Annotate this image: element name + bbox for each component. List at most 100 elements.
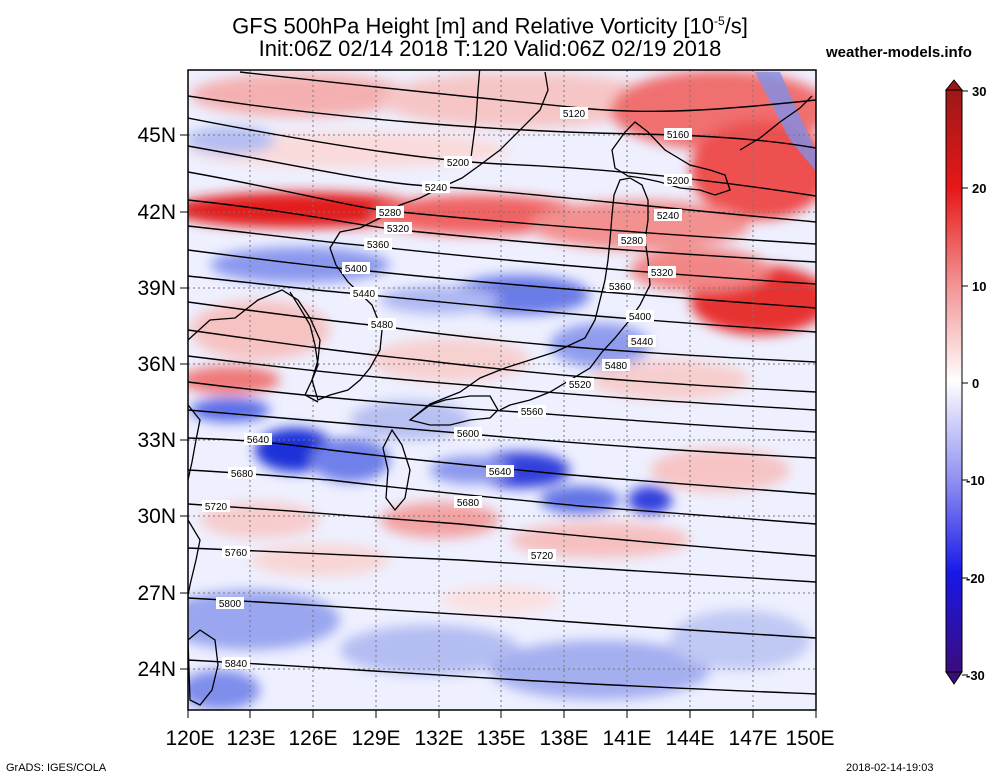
contour-label: 5680	[454, 496, 482, 509]
coastlines	[188, 70, 813, 706]
svg-text:5360: 5360	[609, 282, 632, 293]
svg-text:5400: 5400	[345, 264, 368, 275]
contour-label: 5400	[626, 310, 654, 323]
svg-text:5840: 5840	[225, 659, 248, 670]
svg-text:5200: 5200	[447, 158, 470, 169]
svg-text:120E: 120E	[165, 727, 214, 750]
chart-subtitle: Init:06Z 02/14 2018 T:120 Valid:06Z 02/1…	[258, 36, 722, 61]
svg-text:45N: 45N	[137, 124, 176, 147]
chart-title: GFS 500hPa Height [m] and Relative Vorti…	[232, 13, 748, 39]
contour-label: 5480	[368, 318, 396, 331]
colorbar-label: 10	[972, 279, 986, 294]
colorbar-label: -20	[966, 571, 985, 586]
svg-text:42N: 42N	[137, 201, 176, 224]
latitude-axis: 45N 42N 39N 36N 33N 30N 27N 24N	[137, 124, 188, 681]
contour-label: 5560	[518, 405, 546, 418]
lat-tick: 24N	[137, 658, 188, 681]
colorbar-top-arrow	[944, 79, 964, 91]
lat-tick: 39N	[137, 277, 188, 300]
contour-label: 5480	[602, 359, 630, 372]
lat-tick: 45N	[137, 124, 188, 147]
plot-area: 5120 5160 5200 5200 5240 5240 5280 5280 …	[188, 70, 816, 710]
svg-text:5360: 5360	[367, 240, 390, 251]
contour-label: 5120	[560, 107, 588, 120]
svg-text:24N: 24N	[137, 658, 176, 681]
lat-tick: 33N	[137, 429, 188, 452]
site-name: weather-models.info	[826, 44, 972, 61]
lat-tick: 27N	[137, 582, 188, 605]
vorticity-field	[188, 70, 816, 710]
lon-tick: 150E	[785, 710, 835, 750]
svg-text:5560: 5560	[521, 407, 544, 418]
svg-text:5720: 5720	[531, 551, 554, 562]
contour-label: 5640	[486, 465, 514, 478]
lon-tick: 138E	[539, 710, 589, 750]
svg-text:5320: 5320	[387, 224, 410, 235]
software-credit: GrADS: IGES/COLA	[6, 762, 107, 774]
svg-text:5240: 5240	[425, 183, 448, 194]
svg-text:5720: 5720	[205, 502, 228, 513]
longitude-axis: 120E 123E 126E 129E 132E 135E 138E 141E …	[165, 710, 835, 750]
lon-tick: 147E	[728, 710, 778, 750]
colorbar-gradient	[945, 89, 963, 673]
colorbar-label: -10	[966, 473, 985, 488]
contour-label: 5720	[528, 549, 556, 562]
svg-text:141E: 141E	[602, 727, 651, 750]
contour-label: 5640	[244, 433, 272, 446]
contour-label: 5240	[654, 209, 682, 222]
contour-label: 5520	[566, 378, 594, 391]
svg-text:123E: 123E	[226, 727, 275, 750]
lon-tick: 132E	[414, 710, 464, 750]
lat-tick: 42N	[137, 201, 188, 224]
lon-tick: 123E	[226, 710, 276, 750]
svg-text:150E: 150E	[785, 727, 834, 750]
svg-text:39N: 39N	[137, 277, 176, 300]
svg-text:30N: 30N	[137, 505, 176, 528]
contour-label: 5440	[350, 287, 378, 300]
lon-tick: 120E	[165, 710, 215, 750]
svg-text:5800: 5800	[219, 599, 242, 610]
lon-tick: 144E	[665, 710, 715, 750]
colorbar-label: 0	[972, 376, 979, 391]
svg-text:33N: 33N	[137, 429, 176, 452]
contour-label: 5360	[606, 280, 634, 293]
contour-label: 5280	[618, 234, 646, 247]
colorbar: 30 20 10 0 -10 -20 -30	[944, 79, 986, 685]
svg-text:5160: 5160	[667, 130, 690, 141]
contour-label: 5440	[628, 335, 656, 348]
colorbar-label: 20	[972, 181, 986, 196]
lon-tick: 126E	[288, 710, 338, 750]
svg-text:27N: 27N	[137, 582, 176, 605]
svg-text:5640: 5640	[247, 435, 270, 446]
contour-label: 5360	[364, 238, 392, 251]
svg-text:5440: 5440	[353, 289, 376, 300]
colorbar-bottom-arrow	[945, 671, 963, 685]
contour-label: 5720	[202, 500, 230, 513]
lon-tick: 129E	[351, 710, 401, 750]
generation-timestamp: 2018-02-14-19:03	[846, 762, 934, 774]
svg-text:126E: 126E	[288, 727, 337, 750]
contour-label: 5600	[454, 427, 482, 440]
svg-text:5520: 5520	[569, 380, 592, 391]
contour-label: 5200	[664, 174, 692, 187]
svg-text:5480: 5480	[371, 320, 394, 331]
svg-text:5440: 5440	[631, 337, 654, 348]
svg-text:5600: 5600	[457, 429, 480, 440]
contour-label: 5760	[222, 546, 250, 559]
svg-text:5640: 5640	[489, 467, 512, 478]
contour-label: 5280	[376, 206, 404, 219]
contour-label: 5320	[648, 266, 676, 279]
plot-frame	[187, 69, 817, 711]
svg-text:5680: 5680	[231, 469, 254, 480]
contour-label: 5680	[228, 467, 256, 480]
svg-text:144E: 144E	[665, 727, 714, 750]
lat-tick: 36N	[137, 353, 188, 376]
svg-text:5280: 5280	[621, 236, 644, 247]
svg-text:147E: 147E	[728, 727, 777, 750]
svg-text:138E: 138E	[539, 727, 588, 750]
svg-text:5320: 5320	[651, 268, 674, 279]
colorbar-label: 30	[972, 84, 986, 99]
svg-text:5760: 5760	[225, 548, 248, 559]
svg-text:36N: 36N	[137, 353, 176, 376]
